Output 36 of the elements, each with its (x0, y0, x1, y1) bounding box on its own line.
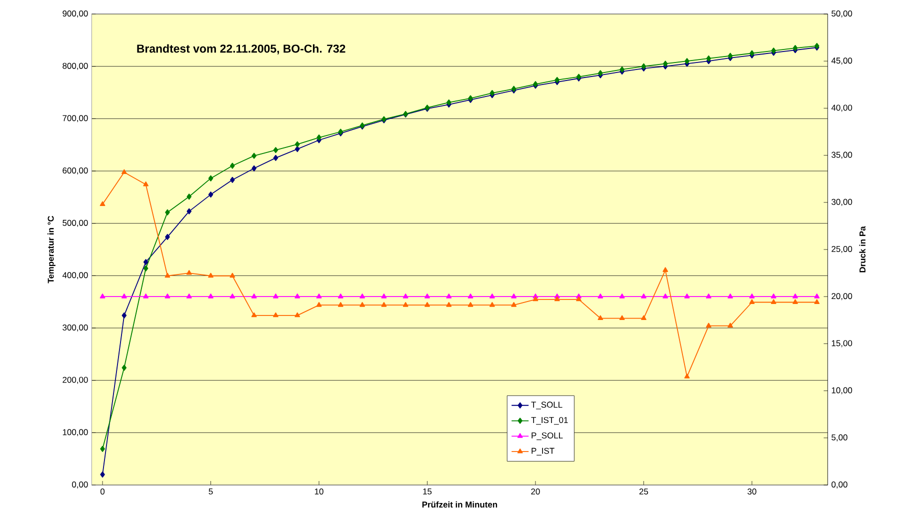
y-tick-label: 900,00 (62, 10, 88, 18)
x-tick-label: 15 (423, 488, 432, 494)
x-tick-label: 30 (748, 488, 756, 495)
y-axis-title: Temperatur in °C (48, 216, 56, 284)
x-tick-label: 20 (531, 488, 540, 495)
y2-axis-title: Druck in Pa (859, 226, 866, 272)
y-tick-label: 300,00 (62, 324, 88, 332)
legend-label: T_IST_01 (531, 417, 568, 425)
legend-label: P_SOLL (532, 432, 563, 440)
text: Brandtest vom 22.11.2005, BO-Ch. 732 (137, 44, 346, 54)
y-tick-label: 100,00 (62, 429, 88, 436)
x-tick-label: 5 (208, 488, 213, 494)
y2-tick-label: 15,00 (832, 340, 852, 348)
legend-label: P_IST (532, 448, 554, 456)
y2-tick-label: 25,00 (832, 246, 852, 253)
legend-label: T_SOLL (531, 402, 562, 410)
y-tick-label: 0,00 (72, 482, 88, 488)
y-tick-label: 200,00 (62, 376, 88, 384)
x-tick-label: 0 (100, 488, 105, 495)
y2-tick-label: 35,00 (832, 152, 852, 159)
y-tick-label: 800,00 (62, 62, 88, 70)
x-axis-title: Prüfzeit in Minuten (422, 501, 498, 508)
y-tick-label: 700,00 (62, 115, 88, 122)
y2-tick-label: 45,00 (831, 58, 852, 65)
x-tick-label: 10 (314, 488, 324, 495)
y2-tick-label: 20,00 (832, 293, 852, 300)
y2-tick-label: 10,00 (832, 387, 852, 394)
y-tick-label: 600,00 (62, 168, 88, 174)
y2-tick-label: 5,00 (832, 434, 848, 442)
y-tick-label: 500,00 (62, 220, 88, 227)
y2-tick-label: 0,00 (832, 482, 848, 488)
y2-tick-label: 50,00 (832, 10, 852, 18)
y2-tick-label: 40,00 (831, 104, 852, 112)
y-tick-label: 400,00 (62, 272, 88, 280)
y2-tick-label: 30,00 (832, 198, 852, 206)
x-tick-label: 25 (639, 488, 648, 495)
